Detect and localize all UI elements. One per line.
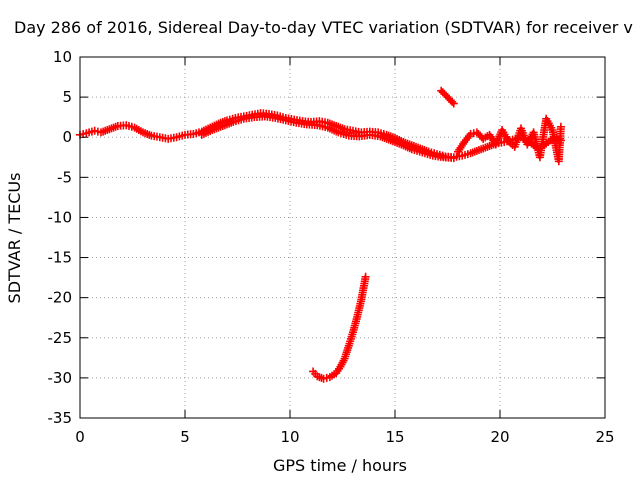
series-deep-excursion <box>309 272 370 383</box>
gridlines <box>80 57 605 418</box>
data-point <box>448 97 457 106</box>
y-axis-label: SDTVAR / TECUs <box>5 173 24 304</box>
x-tick-label: 10 <box>280 428 299 446</box>
x-tick-label: 20 <box>490 428 509 446</box>
y-tick-label: 0 <box>62 128 72 146</box>
data-marks <box>76 86 565 383</box>
x-tick-label: 5 <box>180 428 190 446</box>
y-tick-label: -30 <box>48 369 73 387</box>
y-tick-label: -25 <box>48 329 73 347</box>
y-tick-label: -20 <box>48 289 73 307</box>
chart-title: Day 286 of 2016, Sidereal Day-to-day VTE… <box>14 18 633 37</box>
data-point <box>556 122 565 131</box>
y-tick-label: 5 <box>62 88 72 106</box>
data-point <box>449 99 458 108</box>
series-isolated-segment <box>437 86 458 108</box>
series-secondary-trace <box>197 112 458 163</box>
y-tick-label: -15 <box>48 249 73 267</box>
x-tick-label: 25 <box>595 428 614 446</box>
y-tick-label: -35 <box>48 409 73 427</box>
x-tick-label: 15 <box>385 428 404 446</box>
y-tick-label: -10 <box>48 208 73 226</box>
x-tick-label: 0 <box>75 428 85 446</box>
data-point <box>361 272 370 281</box>
plot-frame <box>79 56 606 419</box>
x-axis-label: GPS time / hours <box>273 456 407 475</box>
data-point <box>449 154 458 163</box>
axis-ticks: 0 5 10 15 20 25 10 5 0 -5 -10 -15 -20 -25 -30 -35 <box>48 48 615 446</box>
series-late-oscillation <box>454 114 565 166</box>
y-tick-label: -5 <box>57 168 72 186</box>
y-tick-label: 10 <box>53 48 72 66</box>
